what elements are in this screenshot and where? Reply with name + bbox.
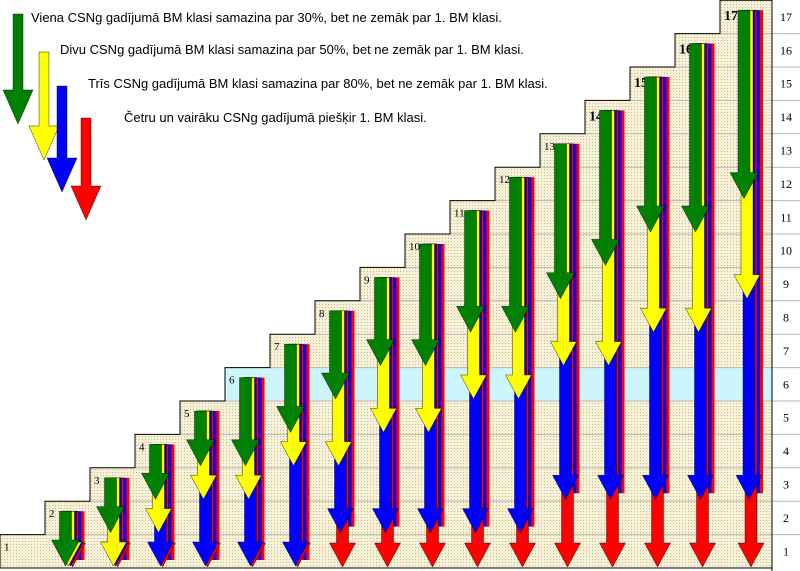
class-axis-label: 7 xyxy=(783,344,789,358)
step-column-1 xyxy=(0,534,45,568)
green-arrow-14 xyxy=(591,110,620,266)
green-arrow-5 xyxy=(186,410,215,467)
column-label-4: 4 xyxy=(139,441,145,453)
class-axis-label: 4 xyxy=(783,444,789,458)
class-axis-label: 12 xyxy=(780,177,792,191)
class-axis-label: 15 xyxy=(780,77,792,91)
green-arrow-16 xyxy=(681,43,710,233)
highlight-band-class-6 xyxy=(225,367,772,401)
class-axis-label: 9 xyxy=(783,277,789,291)
column-label-8: 8 xyxy=(319,308,325,320)
column-label-13: 13 xyxy=(544,141,556,153)
class-axis-label: 14 xyxy=(780,110,792,124)
class-axis-label: 17 xyxy=(780,10,792,24)
red-legend-arrow xyxy=(70,117,102,221)
class-axis-label: 8 xyxy=(783,311,789,325)
staircase-outline xyxy=(0,0,772,568)
class-axis-label: 2 xyxy=(783,511,789,525)
column-label-3: 3 xyxy=(94,475,100,487)
green-arrow-8 xyxy=(321,310,350,400)
rule-three-claims: Trīs CSNg gadījumā BM klasi samazina par… xyxy=(88,76,548,91)
column-label-5: 5 xyxy=(184,408,190,420)
green-arrow-4 xyxy=(141,444,170,500)
green-arrow-12 xyxy=(501,176,530,333)
green-legend-arrow xyxy=(2,13,34,125)
green-arrow-15 xyxy=(636,76,665,233)
class-axis-label: 11 xyxy=(780,210,792,224)
column-label-2: 2 xyxy=(49,508,55,520)
class-axis-label: 5 xyxy=(783,411,789,425)
green-arrow-7 xyxy=(276,344,305,433)
column-label-11: 11 xyxy=(454,208,465,220)
rule-four-or-more-claims: Četru un vairāku CSNg gadījumā piešķir 1… xyxy=(124,110,427,125)
column-label-6: 6 xyxy=(229,375,235,387)
yellow-legend-arrow xyxy=(28,51,60,161)
green-arrow-17 xyxy=(729,9,759,200)
class-axis-label: 16 xyxy=(780,43,792,57)
rule-two-claims: Divu CSNg gadījumā BM klasi samazina par… xyxy=(60,42,524,57)
class-axis-label: 6 xyxy=(783,377,789,391)
column-label-9: 9 xyxy=(364,274,370,286)
column-label-1: 1 xyxy=(4,542,10,554)
class-axis-label: 3 xyxy=(783,478,789,492)
green-arrow-2 xyxy=(51,511,80,567)
green-arrow-6 xyxy=(231,377,260,467)
class-axis-label: 13 xyxy=(780,144,792,158)
column-label-10: 10 xyxy=(409,241,421,253)
class-axis-label: 10 xyxy=(780,244,792,258)
column-label-17: 17 xyxy=(724,9,738,24)
green-arrow-10 xyxy=(411,243,440,367)
green-arrow-11 xyxy=(456,210,485,333)
green-arrow-9 xyxy=(366,277,395,367)
blue-legend-arrow xyxy=(46,85,78,193)
rule-one-claim: Viena CSNg gadījumā BM klasi samazina pa… xyxy=(31,10,502,25)
green-arrow-13 xyxy=(546,143,575,300)
class-axis-label: 1 xyxy=(783,544,789,558)
green-arrow-3 xyxy=(96,477,125,534)
column-label-7: 7 xyxy=(274,341,280,353)
column-label-12: 12 xyxy=(499,174,510,186)
